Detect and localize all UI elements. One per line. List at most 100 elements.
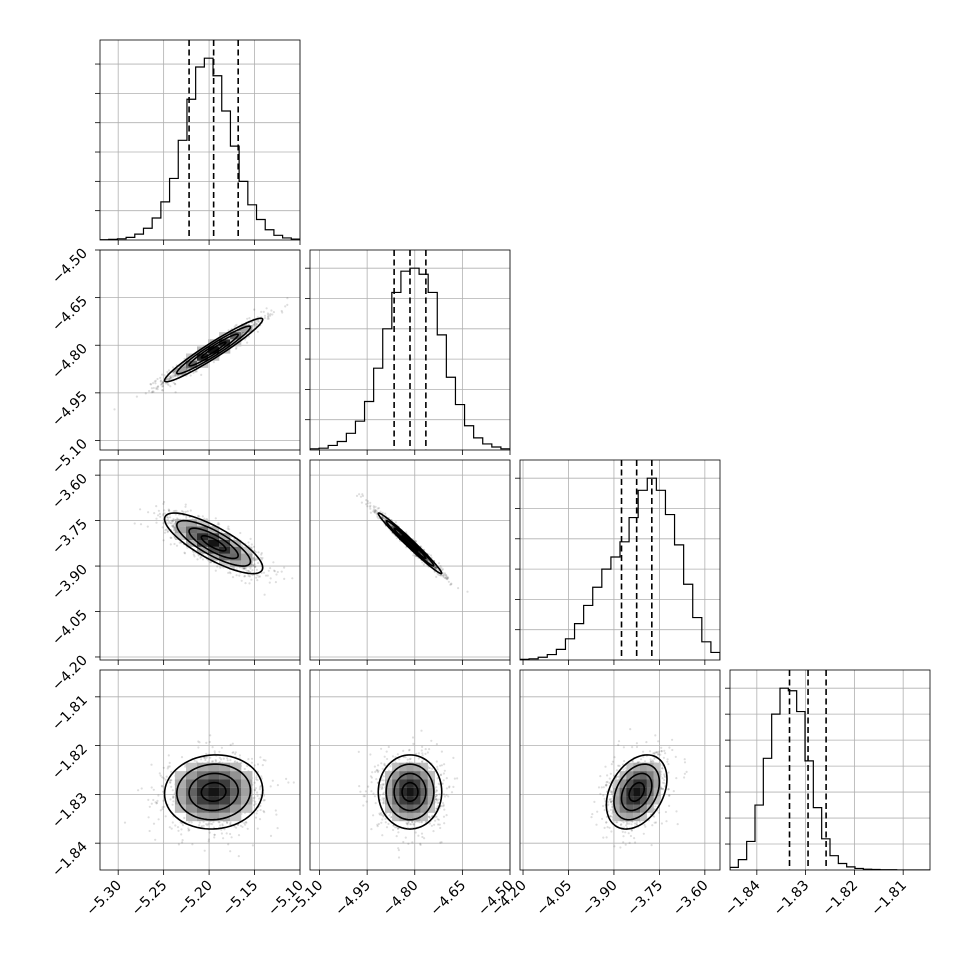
sample-point [262,310,265,313]
sample-point [253,559,256,562]
sample-point [372,510,375,513]
sample-point [229,850,232,853]
density-block [241,804,253,813]
sample-point [405,531,408,534]
sample-point [247,569,250,572]
sample-point [213,833,216,836]
sample-point [229,572,232,575]
sample-point [253,789,257,792]
sample-point [260,553,263,556]
sample-point [169,779,172,782]
sample-point [159,380,162,383]
density-block [197,762,209,772]
sample-point [283,566,286,569]
sample-point [381,797,384,800]
sample-point [220,832,223,835]
sample-point [161,514,164,517]
sample-point [273,570,276,573]
sample-point [161,380,165,384]
sample-point [252,325,255,328]
sample-point [249,537,252,540]
sample-point [366,502,369,505]
sample-point [246,341,249,344]
sample-point [164,778,167,781]
y-tick-label: −1.82 [49,741,91,783]
sample-point [205,823,208,826]
sample-point [167,516,170,519]
sample-point [205,756,208,759]
sample-point [444,577,447,580]
sample-point [248,317,251,320]
sample-point [355,494,359,497]
sample-point [361,494,365,497]
sample-point [264,574,268,577]
sample-point [260,571,263,575]
sample-point [167,765,170,768]
sample-point [257,561,260,565]
density-block [174,533,187,540]
sample-point [435,789,439,792]
contour-level-2 [385,519,435,567]
sample-point [157,818,160,821]
sample-point [439,841,442,844]
sample-point [209,756,212,759]
sample-point [254,565,257,568]
sample-point [234,760,237,763]
sample-point [252,556,255,559]
sample-point [414,540,417,543]
sample-point [227,329,230,332]
sample-point [257,575,260,578]
sample-point [421,754,424,757]
sample-point [186,546,189,549]
sample-point [161,808,164,811]
sample-point [255,576,258,579]
sample-point [166,767,169,770]
density-block [219,539,231,547]
sample-point [255,322,258,326]
sample-point [381,834,384,837]
sample-point [229,821,232,824]
sample-point [286,297,289,300]
sample-point [150,387,153,390]
sample-point [250,761,253,764]
sample-point [163,512,166,515]
sample-point [166,370,169,374]
contour-level-0 [401,534,419,552]
sample-point [243,767,246,771]
sample-point [197,554,200,557]
density-block [208,346,220,354]
contour-group [377,512,443,575]
sample-point [209,822,212,825]
sample-point [256,791,259,794]
y-tick-label: −3.90 [49,562,91,604]
sample-point [167,508,170,511]
sample-point [169,375,172,378]
sample-point [158,512,161,515]
sample-point [161,384,164,388]
sample-point [137,789,140,792]
sample-point [171,376,174,379]
sample-point [252,323,256,326]
sample-point [172,525,175,528]
sample-point [232,751,235,754]
sample-point [184,503,187,506]
sample-point [214,569,217,572]
sample-point [284,305,287,308]
contour-level-3 [163,754,264,830]
sample-point [169,536,172,539]
sample-point [243,822,246,825]
sample-point [173,528,176,532]
sample-point [251,564,255,567]
sample-point [382,516,385,519]
sample-point [243,575,247,578]
sample-point [407,820,410,823]
sample-point [161,389,164,392]
sample-point [440,566,443,570]
sample-point [229,832,232,836]
sample-point [392,828,395,832]
sample-point [161,373,164,376]
sample-point [231,751,234,754]
sample-point [152,822,156,825]
density-block [186,812,198,822]
sample-point [180,756,184,759]
